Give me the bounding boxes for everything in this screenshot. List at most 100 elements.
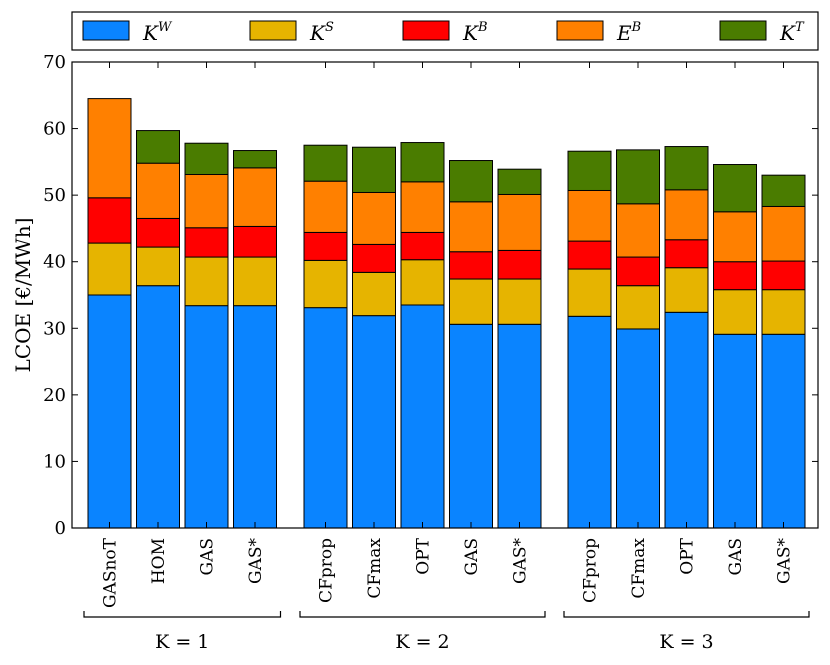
x-axis: GASnoT HOM GAS GAS* K = 1 CFprop CFmax OPT GAS GA… — [83, 62, 810, 653]
bar-segment — [352, 146, 396, 193]
x-tick-label: CFmax — [365, 538, 385, 599]
bar-segment — [184, 174, 229, 229]
y-tick-label: 30 — [43, 318, 66, 339]
y-tick-label: 40 — [43, 252, 66, 273]
bar-segment — [352, 271, 396, 317]
bar-segment — [449, 278, 493, 325]
bar-segment — [352, 191, 396, 245]
bar-segment — [713, 261, 757, 291]
bar-segment — [449, 323, 493, 529]
bar-segment — [761, 260, 806, 291]
x-tick-label: HOM — [149, 538, 169, 584]
group-label: K = 3 — [659, 631, 713, 653]
bar-segment — [184, 142, 229, 176]
x-tick-label: OPT — [414, 537, 434, 574]
bar-segment — [303, 307, 348, 529]
group-label: K = 1 — [155, 631, 209, 653]
x-tick-label: GAS — [198, 538, 218, 576]
x-tick-label: GAS* — [775, 538, 795, 585]
bar-segment — [136, 246, 180, 287]
legend-item: EB — [556, 20, 641, 45]
bar-segment — [449, 160, 493, 203]
x-tick-label: GAS — [726, 538, 746, 576]
y-tick-label: 10 — [43, 451, 66, 472]
legend-label: KB — [462, 20, 488, 45]
y-axis: 0 10 20 30 40 50 60 70 — [43, 52, 818, 539]
bar-segment — [567, 150, 612, 191]
bar-segment — [664, 239, 709, 269]
bar-segment — [567, 240, 612, 270]
bar-segment — [616, 285, 660, 330]
bar-segment — [567, 315, 612, 529]
x-tick-label: GASnoT — [101, 537, 121, 608]
bar-segment — [761, 174, 806, 207]
bar-segment — [184, 227, 229, 258]
bar-segment — [400, 142, 445, 183]
bar-segment — [184, 256, 229, 307]
y-tick-label: 70 — [43, 52, 66, 73]
bar-segment — [136, 217, 180, 248]
bar-segment — [233, 256, 277, 307]
bar-segment — [497, 193, 542, 251]
bar-group — [567, 146, 806, 529]
legend-item: KW — [82, 20, 173, 45]
y-tick-label: 50 — [43, 185, 66, 206]
bar-segment — [400, 231, 445, 261]
x-tick-label: CFmax — [629, 538, 649, 599]
legend-item: KS — [249, 20, 334, 45]
bar-segment — [616, 149, 660, 205]
bar-segment — [233, 305, 277, 529]
group-bracket — [83, 611, 282, 618]
bar-segment — [184, 305, 229, 529]
bar-segment — [87, 294, 132, 529]
bar-segment — [497, 249, 542, 280]
bar-segment — [567, 189, 612, 242]
legend: KW KS KB EB KT — [71, 11, 819, 51]
group-label: K = 2 — [395, 631, 449, 653]
bar-segment — [449, 201, 493, 253]
x-tick-label: CFprop — [317, 538, 337, 603]
bar-segment — [616, 203, 660, 258]
y-axis-label: LCOE [€/MWh] — [11, 218, 35, 373]
legend-swatch — [719, 20, 767, 41]
bar-segment — [761, 205, 806, 262]
bar-group — [87, 98, 277, 529]
bar-segment — [303, 144, 348, 182]
bar-segment — [761, 289, 806, 335]
legend-swatch — [249, 20, 297, 41]
bar-segment — [233, 150, 277, 169]
bar-segment — [303, 259, 348, 309]
legend-swatch — [556, 20, 604, 41]
bars-layer — [87, 98, 806, 529]
y-tick-label: 0 — [55, 518, 66, 539]
bar-segment — [87, 197, 132, 244]
bar-segment — [87, 98, 132, 199]
bar-segment — [87, 242, 132, 296]
legend-item: KT — [719, 20, 805, 45]
group-bracket — [299, 611, 546, 618]
y-tick-label: 60 — [43, 119, 66, 140]
x-tick-label: GAS* — [511, 538, 531, 585]
legend-label: KT — [779, 20, 805, 45]
bar-segment — [400, 304, 445, 529]
bar-segment — [497, 323, 542, 529]
bar-segment — [400, 181, 445, 233]
bar-segment — [303, 231, 348, 261]
x-tick-label: GAS — [462, 538, 482, 576]
x-tick-label: CFprop — [581, 538, 601, 603]
bar-segment — [664, 311, 709, 529]
bar-segment — [400, 259, 445, 306]
bar-segment — [713, 164, 757, 213]
legend-label: KW — [142, 20, 173, 45]
bar-segment — [497, 168, 542, 195]
bar-segment — [664, 267, 709, 313]
bar-segment — [713, 289, 757, 335]
legend-label: EB — [616, 20, 641, 45]
bar-segment — [761, 333, 806, 529]
bar-segment — [136, 130, 180, 164]
legend-swatch — [402, 20, 450, 41]
bar-group — [303, 142, 542, 529]
bar-segment — [664, 189, 709, 241]
bar-segment — [449, 251, 493, 280]
